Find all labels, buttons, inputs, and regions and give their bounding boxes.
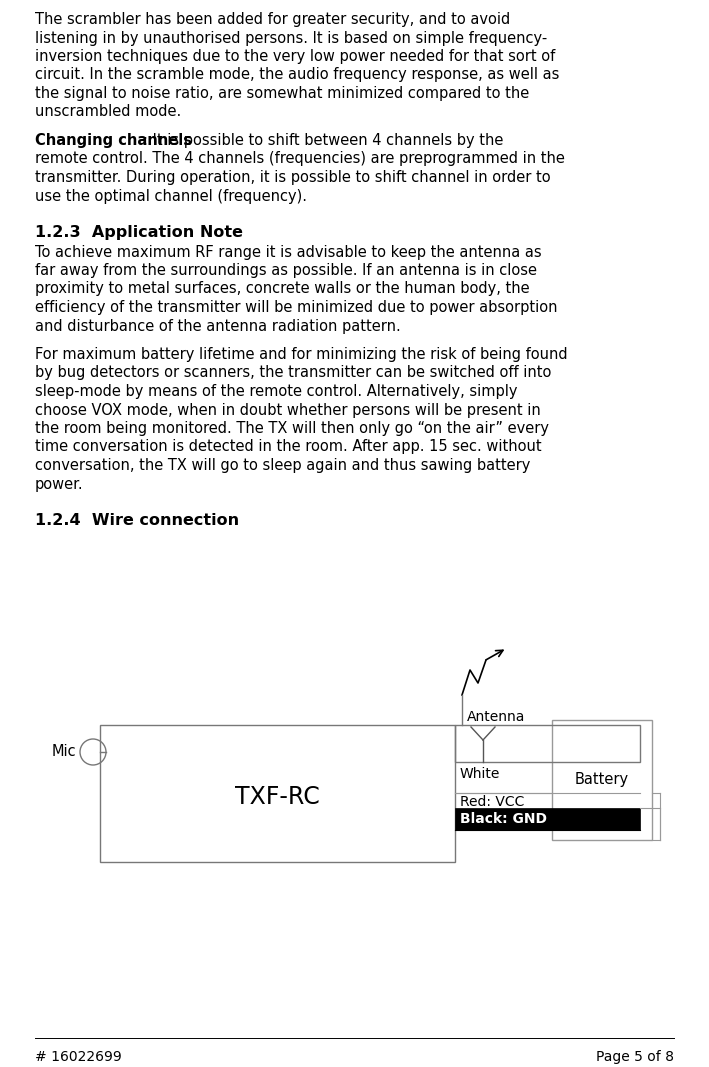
Bar	[455, 808, 640, 830]
Text: conversation, the TX will go to sleep again and thus sawing battery: conversation, the TX will go to sleep ag…	[35, 458, 530, 473]
Text: unscrambled mode.: unscrambled mode.	[35, 105, 182, 120]
Text: White: White	[460, 767, 501, 781]
Text: remote control. The 4 channels (frequencies) are preprogrammed in the: remote control. The 4 channels (frequenc…	[35, 152, 565, 166]
Text: far away from the surroundings as possible. If an antenna is in close: far away from the surroundings as possib…	[35, 262, 537, 278]
Text: The scrambler has been added for greater security, and to avoid: The scrambler has been added for greater…	[35, 12, 510, 27]
Text: power.: power.	[35, 477, 84, 492]
Text: Changing channels: Changing channels	[35, 133, 192, 148]
Text: To achieve maximum RF range it is advisable to keep the antenna as: To achieve maximum RF range it is advisa…	[35, 244, 542, 259]
Text: the room being monitored. The TX will then only go “on the air” every: the room being monitored. The TX will th…	[35, 421, 549, 436]
Text: # 16022699: # 16022699	[35, 1050, 122, 1064]
Text: use the optimal channel (frequency).: use the optimal channel (frequency).	[35, 189, 307, 204]
Text: TXF-RC: TXF-RC	[235, 785, 320, 810]
Text: efficiency of the transmitter will be minimized due to power absorption: efficiency of the transmitter will be mi…	[35, 300, 557, 315]
Text: the signal to noise ratio, are somewhat minimized compared to the: the signal to noise ratio, are somewhat …	[35, 86, 529, 101]
Text: Antenna: Antenna	[467, 710, 525, 724]
Text: proximity to metal surfaces, concrete walls or the human body, the: proximity to metal surfaces, concrete wa…	[35, 282, 530, 297]
Text: by bug detectors or scanners, the transmitter can be switched off into: by bug detectors or scanners, the transm…	[35, 366, 552, 381]
Text: and disturbance of the antenna radiation pattern.: and disturbance of the antenna radiation…	[35, 319, 401, 334]
Text: Red: VCC: Red: VCC	[460, 795, 525, 809]
Bar	[100, 724, 455, 862]
Text: Battery: Battery	[575, 773, 629, 787]
Text: time conversation is detected in the room. After app. 15 sec. without: time conversation is detected in the roo…	[35, 440, 542, 455]
Text: choose VOX mode, when in doubt whether persons will be present in: choose VOX mode, when in doubt whether p…	[35, 402, 541, 417]
Text: inversion techniques due to the very low power needed for that sort of: inversion techniques due to the very low…	[35, 49, 555, 64]
Text: 1.2.4  Wire connection: 1.2.4 Wire connection	[35, 513, 239, 528]
Text: : It is possible to shift between 4 channels by the: : It is possible to shift between 4 chan…	[143, 133, 503, 148]
Text: Mic: Mic	[52, 744, 77, 759]
Bar	[552, 720, 652, 840]
Text: listening in by unauthorised persons. It is based on simple frequency-: listening in by unauthorised persons. It…	[35, 31, 547, 46]
Text: Black: GND: Black: GND	[460, 812, 547, 826]
Text: sleep-mode by means of the remote control. Alternatively, simply: sleep-mode by means of the remote contro…	[35, 384, 518, 399]
Text: For maximum battery lifetime and for minimizing the risk of being found: For maximum battery lifetime and for min…	[35, 347, 568, 362]
Text: 1.2.3  Application Note: 1.2.3 Application Note	[35, 225, 243, 240]
Text: Page 5 of 8: Page 5 of 8	[596, 1050, 674, 1064]
Text: transmitter. During operation, it is possible to shift channel in order to: transmitter. During operation, it is pos…	[35, 170, 551, 185]
Text: circuit. In the scramble mode, the audio frequency response, as well as: circuit. In the scramble mode, the audio…	[35, 67, 559, 82]
Bar	[455, 724, 640, 762]
